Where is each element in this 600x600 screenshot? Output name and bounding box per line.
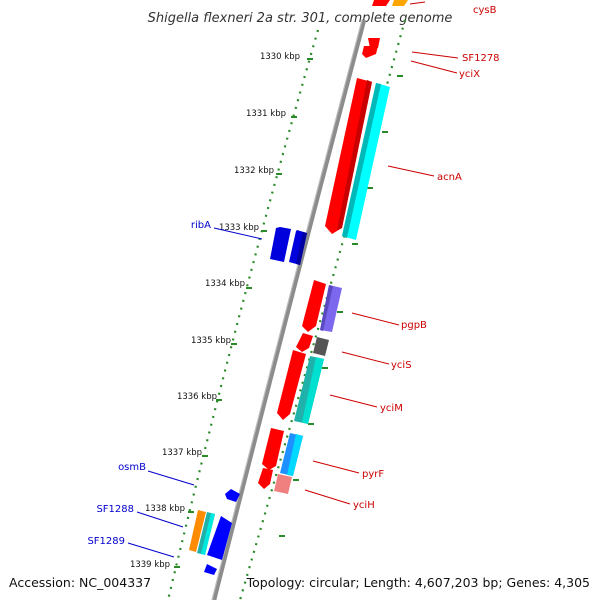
kbp-labels: 1330 kbp 1331 kbp 1332 kbp 1333 kbp 1334… xyxy=(130,52,300,570)
gene-yciS-product[interactable] xyxy=(313,337,329,356)
gene-label-yciH[interactable]: yciH xyxy=(353,500,375,511)
kbp-label: 1337 kbp xyxy=(162,448,202,458)
map-title: Shigella flexneri 2a str. 301, complete … xyxy=(148,11,453,26)
gene-label-SF1278[interactable]: SF1278 xyxy=(462,53,500,64)
reverse-gene-labels: ribA osmB SF1288 SF1289 xyxy=(87,220,211,547)
gene-label-yciX[interactable]: yciX xyxy=(459,69,480,80)
forward-gene-labels: cysB SF1278 yciX acnA pgpB yciS yciM pyr… xyxy=(353,5,500,511)
gene-yciS-arrow[interactable] xyxy=(296,333,313,352)
gene-SF1288-orange[interactable] xyxy=(189,510,206,552)
gene-cysB-arrow[interactable] xyxy=(372,0,390,6)
gene-pgpB-product[interactable] xyxy=(320,285,342,332)
gene-label-ribA[interactable]: ribA xyxy=(191,220,211,231)
kbp-label: 1332 kbp xyxy=(234,166,274,176)
gene-label-pyrF[interactable]: pyrF xyxy=(362,469,384,480)
genome-backbone-highlight xyxy=(211,19,363,600)
major-ticks xyxy=(174,58,403,568)
reverse-strand-genes xyxy=(189,227,307,575)
gene-SF1288-blue[interactable] xyxy=(207,516,232,560)
gene-acnA-arrow-shade xyxy=(337,80,372,230)
gene-ribA-arrow[interactable] xyxy=(270,227,291,262)
kbp-label: 1338 kbp xyxy=(145,504,185,514)
forward-strand-genes xyxy=(258,0,408,494)
gene-osmB-arrow[interactable] xyxy=(225,489,240,502)
gene-label-yciM[interactable]: yciM xyxy=(380,403,403,414)
gene-yciM-arrow[interactable] xyxy=(277,350,306,420)
kbp-label: 1330 kbp xyxy=(260,52,300,62)
gene-label-SF1288[interactable]: SF1288 xyxy=(96,504,134,515)
kbp-label: 1336 kbp xyxy=(177,392,217,402)
kbp-label: 1334 kbp xyxy=(205,279,245,289)
gene-cysB-product[interactable] xyxy=(392,0,408,6)
gene-acnA-product-shade xyxy=(342,83,381,238)
kbp-label: 1339 kbp xyxy=(130,560,170,570)
gene-label-acnA[interactable]: acnA xyxy=(437,172,462,183)
outer-tick-ring-left xyxy=(166,29,320,600)
gene-ribA-product-shade xyxy=(296,232,307,265)
accession-text: Accession: NC_004337 xyxy=(9,575,151,590)
kbp-label: 1331 kbp xyxy=(246,109,286,119)
gene-yciH-product[interactable] xyxy=(274,474,292,494)
forward-leader-lines xyxy=(304,1,459,505)
gene-pyrF-arrow[interactable] xyxy=(262,428,284,470)
kbp-label: 1333 kbp xyxy=(219,223,259,233)
gene-label-osmB[interactable]: osmB xyxy=(118,462,146,473)
gene-pgpB-arrow[interactable] xyxy=(302,280,326,332)
gene-pyrF-product-hi xyxy=(287,434,303,476)
reverse-leader-lines xyxy=(127,227,263,558)
gene-SF1278-arrow[interactable] xyxy=(368,38,380,48)
gene-SF1288-teal-hi xyxy=(201,513,215,555)
gene-yciM-product-hi xyxy=(302,357,324,424)
kbp-label: 1335 kbp xyxy=(191,336,231,346)
gene-pgpB-product-shade xyxy=(320,285,333,331)
gene-label-cysB[interactable]: cysB xyxy=(473,5,497,16)
gene-SF1289-arrow[interactable] xyxy=(204,564,217,575)
gene-label-yciS[interactable]: yciS xyxy=(391,360,412,371)
topology-text: Topology: circular; Length: 4,607,203 bp… xyxy=(246,575,590,590)
gene-label-SF1289[interactable]: SF1289 xyxy=(87,536,125,547)
gene-label-pgpB[interactable]: pgpB xyxy=(401,320,427,331)
genome-backbone xyxy=(211,19,367,600)
gene-yciH-arrow[interactable] xyxy=(258,468,273,489)
gene-yciX-arrow[interactable] xyxy=(362,46,378,58)
outer-tick-ring-right xyxy=(238,19,407,600)
